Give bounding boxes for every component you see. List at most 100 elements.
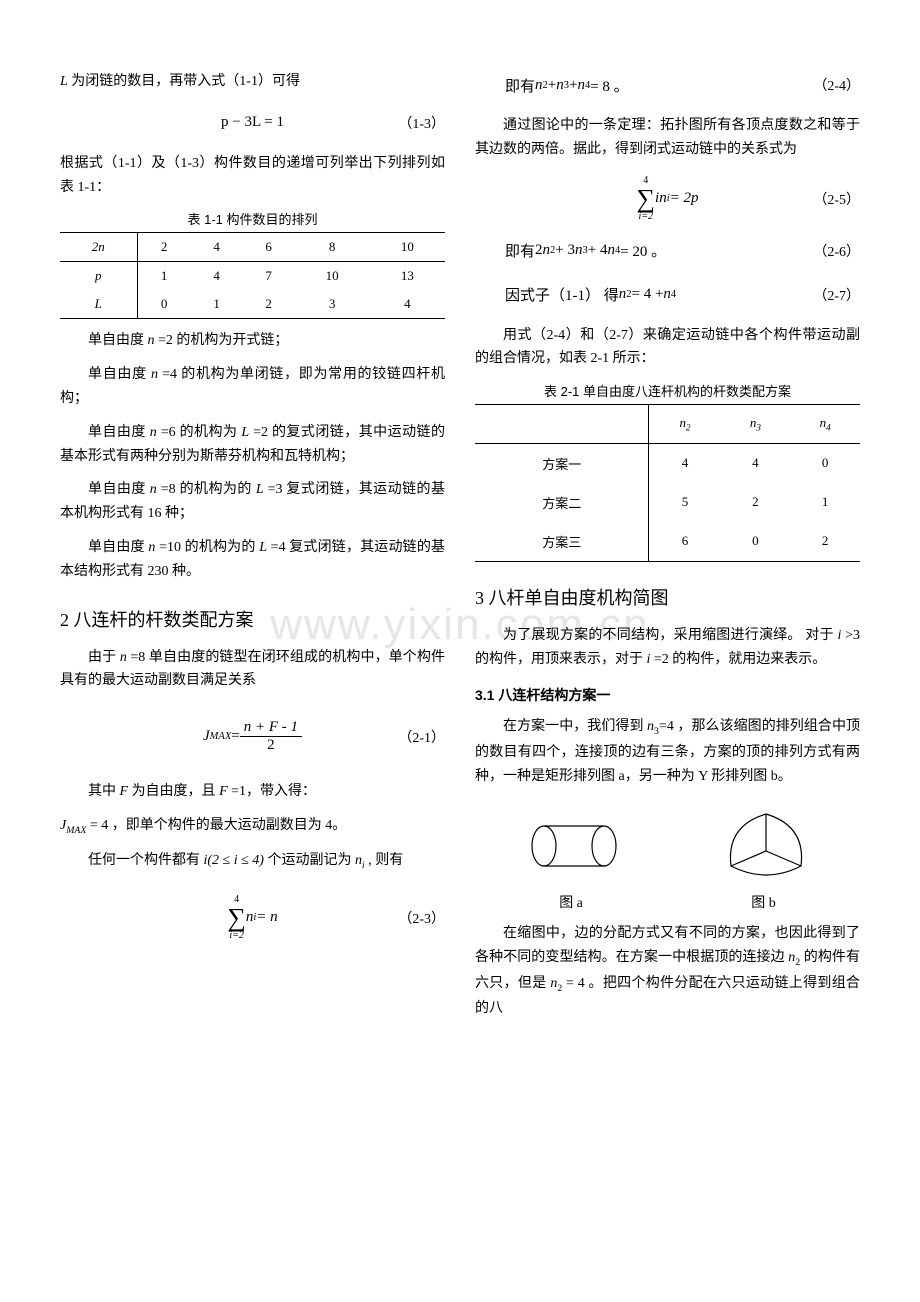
t: 为了展现方案的不同结构，采用缩图进行演绎。 对于: [503, 628, 837, 643]
left-column: L 为闭链的数目，再带入式（1-1）可得 p − 3L = 1 （1-3） 根据…: [60, 70, 445, 1031]
t: 个运动副记为: [264, 853, 355, 868]
t: =2 的机构为开式链；: [155, 333, 289, 348]
table-2-1: n2 n3 n4 方案一 4 4 0 方案二 5 2: [475, 404, 860, 562]
eq-2-3-num: （2-3）: [398, 908, 445, 928]
t: 单自由度: [88, 333, 148, 348]
t1-c: 0: [137, 290, 191, 319]
section-2-heading: 2 八连杆的杆数类配方案: [60, 606, 445, 632]
t2-c: 1: [790, 483, 860, 522]
figure-b-icon: [711, 806, 821, 886]
figure-labels: 图 a 图 b: [475, 892, 860, 912]
t: =8 的机构为的: [157, 482, 256, 497]
t: , 则有: [365, 853, 404, 868]
para-r13: 在缩图中，边的分配方式又有不同的方案，也因此得到了各种不同的变型结构。在方案一中…: [475, 922, 860, 1020]
eq-2-7-num: （2-7）: [813, 285, 860, 305]
t1-c: 10: [295, 262, 370, 291]
eq23-after: = n: [256, 909, 277, 926]
t1-c: 1: [137, 262, 191, 291]
t: 因式子（1-1） 得: [505, 284, 619, 305]
eq23-body: n: [246, 909, 254, 926]
t1-c: 6: [243, 233, 295, 262]
para-l1-text: 为闭链的数目，再带入式（1-1）可得: [68, 74, 300, 89]
eq-2-3: 4 ∑ i=2 ni = n （2-3）: [60, 895, 445, 941]
t: = 2p: [670, 190, 699, 207]
t: = 20 。: [620, 240, 666, 261]
t2-c: 5: [649, 483, 721, 522]
t: =6 的机构为: [157, 425, 242, 440]
para-li3: 单自由度 n =6 的机构为 L =2 的复式闭链，其中运动链的基本形式有两种分…: [60, 421, 445, 469]
para-l2: 根据式（1-1）及（1-3）构件数目的递增可列举出下列排列如表 1-1：: [60, 152, 445, 200]
table1-caption: 表 1-1 构件数目的排列: [60, 209, 445, 228]
t2-h1: n2: [649, 405, 721, 444]
t: i=2: [638, 212, 653, 222]
t: 在方案一中，我们得到: [503, 719, 647, 734]
table2-caption: 表 2-1 单自由度八连杆机构的杆数类配方案: [475, 381, 860, 400]
table-row: 方案二 5 2 1: [475, 483, 860, 522]
t2-c: 0: [721, 522, 791, 562]
eq21-bot: 2: [240, 737, 302, 754]
t1-c: 2: [137, 233, 191, 262]
table-row: n2 n3 n4: [475, 405, 860, 444]
eq-2-5: 4 ∑ i=2 ini = 2p （2-5）: [475, 176, 860, 222]
para-l3: 由于 n =8 单自由度的链型在闭环组成的机构中，单个构件具有的最大运动副数目满…: [60, 646, 445, 694]
t: = 8 。: [590, 75, 628, 96]
t1-rowhead-0: 2n: [60, 233, 137, 262]
t: + 3: [555, 242, 575, 259]
t2-c: 4: [649, 443, 721, 483]
subsection-3-1-heading: 3.1 八连杆结构方案一: [475, 685, 860, 705]
para-li5: 单自由度 n =10 的机构为的 L =4 复式闭链，其运动链的基本结构形式有 …: [60, 536, 445, 584]
t: 单自由度: [88, 482, 150, 497]
t1-rowhead-2: L: [60, 290, 137, 319]
t2-c: 0: [790, 443, 860, 483]
t2-c: 6: [649, 522, 721, 562]
t1-c: 4: [191, 233, 243, 262]
eq-2-1: JMAX = n + F - 1 2 （2-1）: [60, 719, 445, 754]
t: = 4 +: [632, 286, 664, 303]
table-row: p 1 4 7 10 13: [60, 262, 445, 291]
section-3-heading: 3 八杆单自由度机构简图: [475, 584, 860, 610]
t1-c: 2: [243, 290, 295, 319]
para-r10: 用式（2-4）和（2-7）来确定运动链中各个构件带运动副的组合情况，如表 2-1…: [475, 324, 860, 372]
t1-c: 4: [370, 290, 445, 319]
para-l5: 任何一个构件都有 i(2 ≤ i ≤ 4) 个运动副记为 ni , 则有: [60, 849, 445, 874]
t1-c: 1: [191, 290, 243, 319]
table-1-1: 2n 2 4 6 8 10 p 1 4 7 10 13 L 0: [60, 232, 445, 319]
t2-c: 4: [721, 443, 791, 483]
t: 其中: [88, 784, 120, 799]
para-l4a: 其中 F 为自由度，且 F =1，带入得：: [60, 780, 445, 804]
t: =2 的构件，就用边来表示。: [650, 652, 826, 667]
t1-rowhead-1: p: [60, 262, 137, 291]
para-r7: 通过图论中的一条定理：拓扑图所有各顶点度数之和等于其边数的两倍。据此，得到闭式运…: [475, 114, 860, 162]
eq-2-4: 即有 n2 + n3 + n4 = 8 。 （2-4）: [475, 70, 860, 100]
table-row: L 0 1 2 3 4: [60, 290, 445, 319]
t: 即有: [505, 75, 535, 96]
table-row: 方案一 4 4 0: [475, 443, 860, 483]
t: =1，带入得：: [228, 784, 316, 799]
table-row: 方案三 6 0 2: [475, 522, 860, 562]
eq21-top: n + F - 1: [240, 719, 302, 737]
eq-2-5-num: （2-5）: [813, 189, 860, 209]
t2-c: 2: [790, 522, 860, 562]
figure-a-icon: [514, 811, 634, 881]
eq-2-6-num: （2-6）: [813, 241, 860, 261]
t2-r: 方案三: [475, 522, 649, 562]
eq-1-3-num: （1-3）: [398, 113, 445, 133]
t: 单自由度: [88, 425, 150, 440]
t2-r: 方案二: [475, 483, 649, 522]
para-li2: 单自由度 n =4 的机构为单闭链，即为常用的铰链四杆机构；: [60, 363, 445, 411]
eq-2-7: 因式子（1-1） 得 n2 = 4 + n4 （2-7）: [475, 280, 860, 310]
para-r12: 在方案一中，我们得到 n3=4 ，那么该缩图的排列组合中顶的数目有四个，连接顶的…: [475, 715, 860, 788]
eq-2-6: 即有 2n2 + 3n3 + 4n4 = 20 。 （2-6）: [475, 236, 860, 266]
t1-c: 3: [295, 290, 370, 319]
figure-b-label: 图 b: [751, 892, 776, 912]
eq-1-3-body: p − 3L = 1: [221, 114, 284, 131]
eq21-sub: MAX: [210, 731, 232, 742]
t: 在缩图中，边的分配方式又有不同的方案，也因此得到了各种不同的变型结构。在方案一中…: [475, 926, 860, 965]
right-column: 即有 n2 + n3 + n4 = 8 。 （2-4） 通过图论中的一条定理：拓…: [475, 70, 860, 1031]
t: +: [569, 77, 577, 94]
t: + 4: [588, 242, 608, 259]
eq21-frac: n + F - 1 2: [240, 719, 302, 754]
t1-c: 8: [295, 233, 370, 262]
t: in: [655, 190, 667, 207]
sum-icon: 4 ∑ i=2: [636, 176, 655, 222]
